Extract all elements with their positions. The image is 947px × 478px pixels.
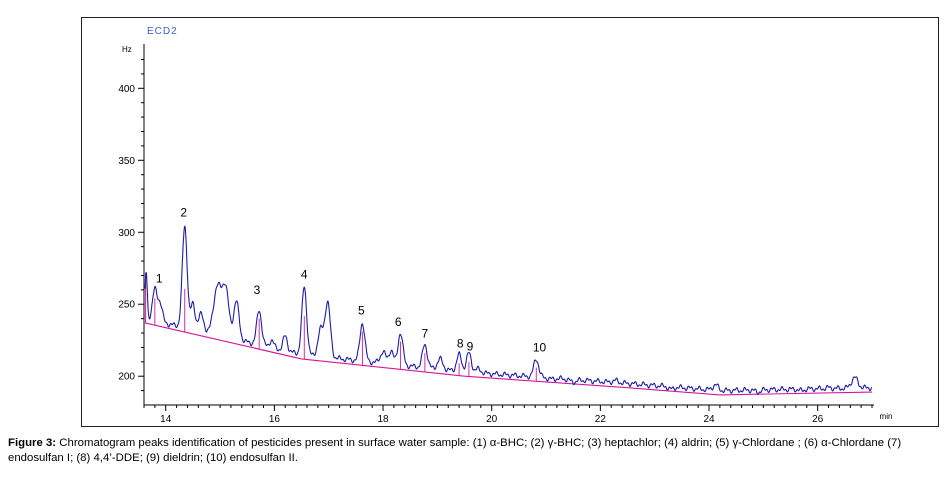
y-tick-label: 300 xyxy=(118,228,135,239)
peak-label: 1 xyxy=(156,272,163,286)
peak-label: 10 xyxy=(533,341,547,355)
y-tick-label: 200 xyxy=(118,372,135,383)
peak-label: 6 xyxy=(395,315,402,329)
x-tick-label: 16 xyxy=(269,414,281,425)
trace-group xyxy=(144,225,873,396)
integration-baseline xyxy=(464,375,628,389)
baseline-group xyxy=(144,272,873,396)
detector-label: ECD2 xyxy=(147,26,178,37)
label-group: 1 2 3 4 5 6 7 8 9 10 xyxy=(156,205,547,354)
caption-prefix: Figure 3: xyxy=(8,437,57,449)
figure-frame: ECD2 Hz 200 250 300 350 400 14 16 18 20 22 24 26 min 1… xyxy=(81,17,939,427)
x-tick-label: 26 xyxy=(812,414,824,425)
x-tick-label: 18 xyxy=(377,414,389,425)
peak-label: 5 xyxy=(358,303,365,317)
y-tick-label: 400 xyxy=(118,84,135,95)
integration-baseline xyxy=(627,387,720,396)
peak-label: 8 xyxy=(457,336,464,350)
integration-baseline xyxy=(719,391,873,396)
x-tick-label: 24 xyxy=(703,414,715,425)
integration-baseline xyxy=(144,322,302,360)
caption-text: Chromatogram peaks identification of pes… xyxy=(8,437,902,464)
y-tick-label: 250 xyxy=(118,300,135,311)
x-tick-label: 14 xyxy=(160,414,172,425)
peak-label: 4 xyxy=(301,267,308,281)
peak-label: 3 xyxy=(254,283,261,297)
y-axis-unit: Hz xyxy=(122,45,132,54)
integration-baseline xyxy=(301,358,465,377)
x-tick-label: 20 xyxy=(486,414,498,425)
x-axis-unit: min xyxy=(880,412,893,421)
figure-caption: Figure 3: Chromatogram peaks identificat… xyxy=(8,436,940,466)
peak-label: 7 xyxy=(422,326,429,340)
chromatogram-trace xyxy=(144,225,873,396)
x-tick-label: 22 xyxy=(595,414,607,425)
y-tick-label: 350 xyxy=(118,156,135,167)
peak-label: 9 xyxy=(467,339,474,353)
peak-label: 2 xyxy=(180,205,187,219)
